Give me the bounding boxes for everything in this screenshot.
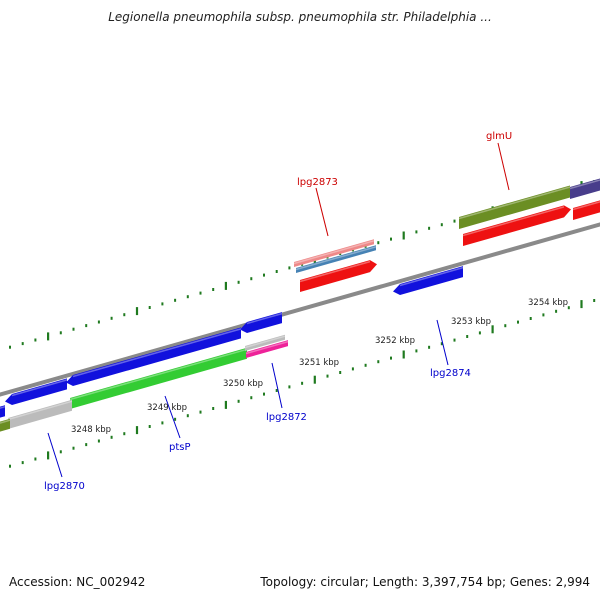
reverse-gene-blue-lpg2874 bbox=[393, 266, 463, 295]
gene-labels: lpg2870 ptsP lpg2872 lpg2873 lpg2874 glm… bbox=[44, 131, 512, 492]
reverse-gene-blue-lpg2870 bbox=[5, 378, 67, 405]
callout-lpg2872 bbox=[271, 362, 283, 409]
gene-label-lpg2872: lpg2872 bbox=[266, 412, 307, 423]
genome-summary-text: Topology: circular; Length: 3,397,754 bp… bbox=[260, 575, 590, 589]
forward-gene-purple bbox=[570, 178, 600, 199]
callout-ptsP bbox=[164, 395, 181, 439]
forward-gene-pink-lpg2873 bbox=[294, 239, 374, 267]
gene-olive-left bbox=[0, 418, 10, 432]
gene-magenta-lpg2872 bbox=[246, 340, 288, 358]
scale-label-3248: 3248 kbp bbox=[71, 425, 111, 435]
forward-gene-olive-glmU-highlight bbox=[458, 186, 571, 220]
reverse-gene-blue-lpg2872-highlight bbox=[246, 312, 283, 325]
forward-gene-olive-glmU bbox=[459, 185, 570, 229]
gene-green-ptsP-highlight bbox=[69, 348, 248, 401]
gene-gray-lpg2872 bbox=[245, 334, 285, 351]
reverse-gene-blue-left-highlight bbox=[0, 405, 6, 409]
gene-label-lpg2874: lpg2874 bbox=[430, 368, 471, 379]
reverse-gene-blue-lpg2874-highlight bbox=[399, 266, 464, 287]
label-callouts bbox=[47, 142, 510, 478]
gene-magenta-lpg2872-highlight bbox=[245, 340, 289, 355]
forward-gene-red-glmU-highlight bbox=[462, 206, 565, 237]
scale-label-3249: 3249 kbp bbox=[147, 403, 187, 413]
callout-lpg2870 bbox=[47, 432, 63, 478]
gene-features bbox=[0, 178, 600, 432]
reverse-gene-blue-left bbox=[0, 405, 5, 418]
callout-glmU bbox=[497, 142, 510, 191]
gene-olive-left-highlight bbox=[0, 419, 11, 424]
callout-lpg2873 bbox=[315, 187, 329, 237]
scale-label-3252: 3252 kbp bbox=[375, 336, 415, 346]
forward-gene-red-lpg2873 bbox=[300, 260, 377, 292]
forward-gene-steelblue-lpg2873-highlight bbox=[295, 246, 377, 271]
gene-label-lpg2870: lpg2870 bbox=[44, 481, 85, 492]
gene-gray-ptsP-highlight bbox=[7, 400, 73, 421]
forward-gene-purple-highlight bbox=[569, 179, 600, 190]
gene-gray-ptsP bbox=[8, 399, 72, 429]
scale-label-3254: 3254 kbp bbox=[528, 298, 568, 308]
reverse-gene-blue-ptsP bbox=[66, 327, 241, 386]
reverse-gene-blue-lpg2870-highlight bbox=[11, 379, 68, 397]
forward-gene-red-right bbox=[573, 200, 600, 220]
gene-label-lpg2873: lpg2873 bbox=[297, 177, 338, 188]
gene-green-ptsP bbox=[70, 347, 247, 409]
gene-label-glmU: glmU bbox=[486, 131, 512, 142]
forward-gene-steelblue-lpg2873 bbox=[296, 245, 376, 273]
scale-labels: 3248 kbp 3249 kbp 3250 kbp 3251 kbp 3252… bbox=[71, 298, 568, 435]
map-title: Legionella pneumophila subsp. pneumophil… bbox=[108, 10, 492, 24]
reverse-gene-blue-ptsP-highlight bbox=[72, 328, 242, 378]
reverse-gene-blue-lpg2872 bbox=[240, 312, 282, 333]
forward-gene-pink-lpg2873-highlight bbox=[293, 240, 375, 265]
scale-label-3251: 3251 kbp bbox=[299, 358, 339, 368]
scale-label-3250: 3250 kbp bbox=[223, 379, 263, 389]
callout-lpg2874 bbox=[436, 319, 449, 366]
forward-gene-red-glmU bbox=[463, 205, 571, 246]
gene-label-ptsP: ptsP bbox=[169, 442, 191, 453]
accession-text: Accession: NC_002942 bbox=[9, 575, 146, 589]
scale-label-3253: 3253 kbp bbox=[451, 317, 491, 327]
gene-gray-lpg2872-highlight bbox=[244, 335, 286, 349]
forward-gene-red-lpg2873-highlight bbox=[299, 260, 371, 283]
genome-backbone bbox=[0, 222, 600, 397]
